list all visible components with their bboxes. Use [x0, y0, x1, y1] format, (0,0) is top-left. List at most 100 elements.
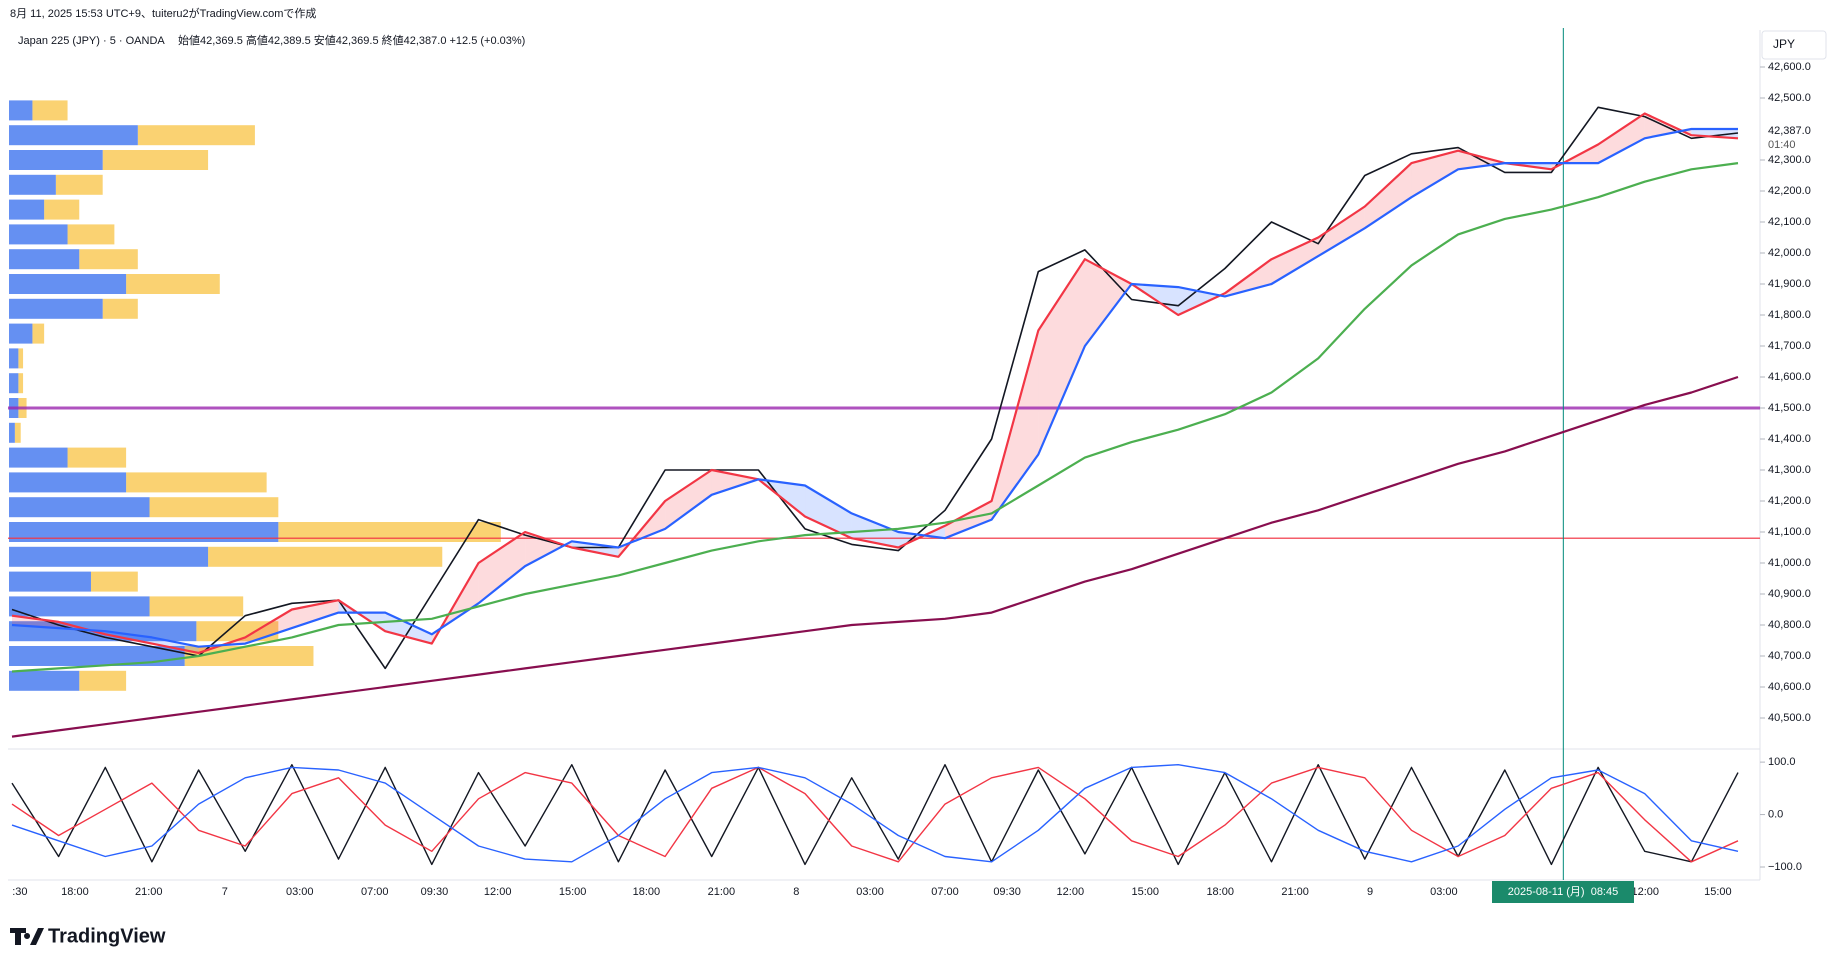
x-tick-label: 15:00: [559, 886, 587, 898]
profile-up: [9, 571, 91, 592]
profile-up: [9, 174, 56, 195]
profile-up: [9, 125, 138, 146]
profile-down: [208, 546, 443, 567]
profile-down: [67, 447, 127, 468]
ma-fill: [525, 532, 572, 567]
symbol-legend: Japan 225 (JPY) · 5 · OANDA: [18, 35, 165, 47]
x-tick-label: 12:00: [1632, 886, 1660, 898]
profile-up: [9, 422, 15, 443]
profile-down: [102, 298, 138, 319]
y-tick-label: 42,300.0: [1768, 154, 1811, 166]
ma-fill: [1084, 259, 1132, 346]
y-tick-label: 41,500.0: [1768, 402, 1811, 414]
profile-up: [9, 274, 127, 294]
logo-text: TradingView: [48, 925, 166, 947]
ma-fill: [478, 532, 526, 604]
y-tick-label: 0.0: [1768, 808, 1783, 820]
x-tick-label: 09:30: [421, 886, 449, 898]
profile-down: [44, 199, 80, 220]
ma-fill: [245, 609, 292, 644]
ma-fill: [944, 501, 992, 539]
x-tick-label: 09:30: [993, 886, 1021, 898]
profile-up: [9, 249, 80, 270]
y-tick-label: 41,700.0: [1768, 340, 1811, 352]
series-line: [11, 162, 1739, 673]
y-tick-label: −100.0: [1768, 861, 1802, 873]
profile-up: [9, 323, 33, 344]
series-line: [11, 127, 1738, 648]
y-tick-label: 42,500.0: [1768, 92, 1811, 104]
ma-fill: [1598, 113, 1645, 164]
x-tick-label: 21:00: [135, 886, 163, 898]
x-tick-label: 12:00: [1057, 886, 1085, 898]
y-tick-label: 41,300.0: [1768, 464, 1811, 476]
y-tick-label: 40,500.0: [1768, 712, 1811, 724]
profile-down: [102, 150, 209, 170]
profile-up: [9, 472, 127, 493]
currency-box[interactable]: [1761, 30, 1827, 60]
crosshair-label: 2025-08-11 (月) 08:45: [1508, 886, 1618, 898]
logo-icon: [10, 928, 44, 945]
profile-down: [126, 274, 220, 294]
y-tick-label: 41,100.0: [1768, 526, 1811, 538]
ma-fill: [1318, 206, 1365, 257]
profile-down: [90, 571, 138, 592]
profile-down: [67, 224, 115, 245]
series-line: [11, 764, 1739, 866]
x-tick-label: 21:00: [708, 886, 736, 898]
y-tick-label: 41,200.0: [1768, 495, 1811, 507]
last-price-label: 42,387.0: [1768, 125, 1811, 137]
currency[interactable]: JPY: [1773, 37, 1795, 51]
x-tick-label: 8: [793, 886, 799, 898]
ma-fill: [1038, 259, 1085, 455]
x-tick-label: 18:00: [633, 886, 661, 898]
profile-up: [9, 670, 80, 691]
series-line: [11, 106, 1739, 670]
profile-up: [9, 497, 150, 518]
profile-down: [137, 125, 255, 146]
profile-up: [9, 447, 68, 468]
profile-up: [9, 348, 19, 369]
y-tick-label: 42,600.0: [1768, 61, 1811, 73]
y-tick-label: 40,700.0: [1768, 650, 1811, 662]
profile-up: [9, 373, 19, 394]
profile-up: [9, 646, 185, 666]
y-tick-label: 40,900.0: [1768, 588, 1811, 600]
x-tick-label: 21:00: [1281, 886, 1309, 898]
x-tick-label: 03:00: [856, 886, 884, 898]
y-tick-label: 42,100.0: [1768, 216, 1811, 228]
ma-fill: [1411, 150, 1459, 198]
ma-fill: [711, 470, 759, 495]
series-line: [11, 766, 1739, 863]
last-price-box: [1761, 123, 1821, 154]
y-tick-label: 40,600.0: [1768, 681, 1811, 693]
y-tick-label: 100.0: [1768, 756, 1796, 768]
profile-up: [9, 546, 209, 567]
profile-down: [278, 522, 501, 542]
x-tick-label: 18:00: [61, 886, 89, 898]
profile-up: [9, 224, 68, 245]
x-tick-label: 07:00: [361, 886, 389, 898]
profile-down: [79, 670, 127, 691]
y-tick-label: 42,200.0: [1768, 185, 1811, 197]
ma-fill: [805, 485, 852, 539]
ma-fill: [991, 330, 1039, 520]
y-tick-label: 41,400.0: [1768, 433, 1811, 445]
y-tick-label: 41,900.0: [1768, 278, 1811, 290]
ma-fill: [291, 600, 339, 629]
y-tick-label: 41,000.0: [1768, 557, 1811, 569]
x-tick-label: 9: [1367, 886, 1373, 898]
profile-down: [18, 373, 24, 394]
profile-down: [55, 174, 103, 195]
x-tick-label: 15:00: [1704, 886, 1732, 898]
ma-fill: [1271, 237, 1319, 284]
y-tick-label: 42,000.0: [1768, 247, 1811, 259]
created-note: 8月 11, 2025 15:53 UTC+9、tuiteru2がTrading…: [10, 6, 316, 20]
countdown: 01:40: [1768, 139, 1796, 151]
profile-down: [149, 596, 244, 617]
profile-up: [9, 150, 103, 170]
series-line: [11, 112, 1739, 654]
profile-down: [184, 646, 314, 666]
x-tick-label: 03:00: [1430, 886, 1458, 898]
